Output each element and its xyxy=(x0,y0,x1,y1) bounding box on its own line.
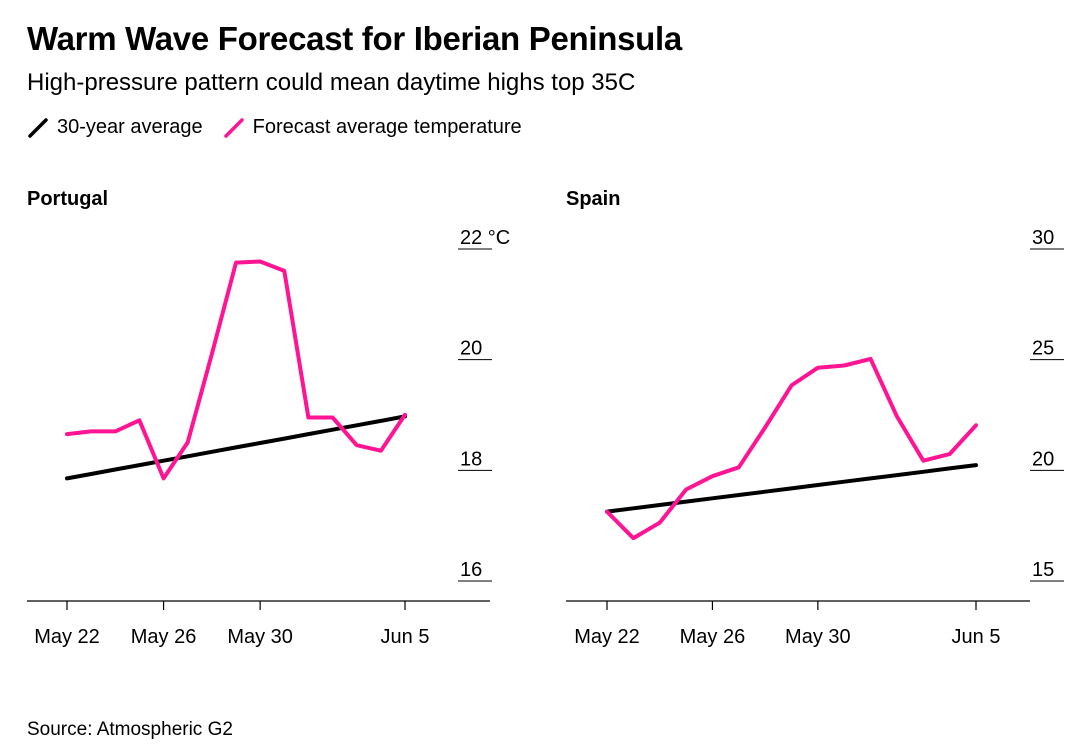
legend-swatch-average xyxy=(28,117,48,138)
y-tick-label: 22 °C xyxy=(460,227,510,249)
x-tick-label: Jun 5 xyxy=(952,626,1001,648)
y-tick-label: 20 xyxy=(460,338,482,360)
chart-title: Warm Wave Forecast for Iberian Peninsula xyxy=(27,20,682,57)
x-tick-label: May 30 xyxy=(785,626,851,648)
y-tick-label: 25 xyxy=(1032,338,1054,360)
x-tick-label: Jun 5 xyxy=(381,626,430,648)
chart-subtitle: High-pressure pattern could mean daytime… xyxy=(27,69,636,96)
chart-panel-portugal: Portugal 16 18 20 22 °C May 22 May 26 May 30 Jun… xyxy=(27,188,510,648)
legend-item-forecast: Forecast average temperature xyxy=(223,116,522,139)
legend-item-average: 30-year average xyxy=(27,116,203,139)
x-tick-label: May 22 xyxy=(574,626,640,648)
y-tick-label: 20 xyxy=(1032,448,1054,470)
panel-title: Portugal xyxy=(27,188,108,210)
panel-title: Spain xyxy=(566,188,620,210)
legend-label-forecast: Forecast average temperature xyxy=(252,116,522,138)
y-tick-label: 18 xyxy=(460,448,482,470)
y-tick-label: 16 xyxy=(460,559,482,581)
x-tick-label: May 26 xyxy=(680,626,746,648)
series-line-average xyxy=(605,463,978,514)
legend-swatch-forecast xyxy=(223,117,244,138)
legend-label-average: 30-year average xyxy=(57,116,203,138)
x-tick-label: May 30 xyxy=(227,626,293,648)
y-tick-label: 30 xyxy=(1032,227,1054,249)
chart-panel-spain: Spain 15 20 25 30 May 22 May 26 May 30 Jun 5 xyxy=(566,188,1064,648)
x-tick-label: May 26 xyxy=(131,626,197,648)
source-note: Source: Atmospheric G2 xyxy=(27,719,233,740)
series-line-forecast xyxy=(605,356,978,541)
x-tick-label: May 22 xyxy=(34,626,100,648)
legend: 30-year average Forecast average tempera… xyxy=(27,116,542,139)
series-line-average xyxy=(65,414,407,481)
y-tick-label: 15 xyxy=(1032,559,1054,581)
series-line-forecast xyxy=(65,259,407,481)
